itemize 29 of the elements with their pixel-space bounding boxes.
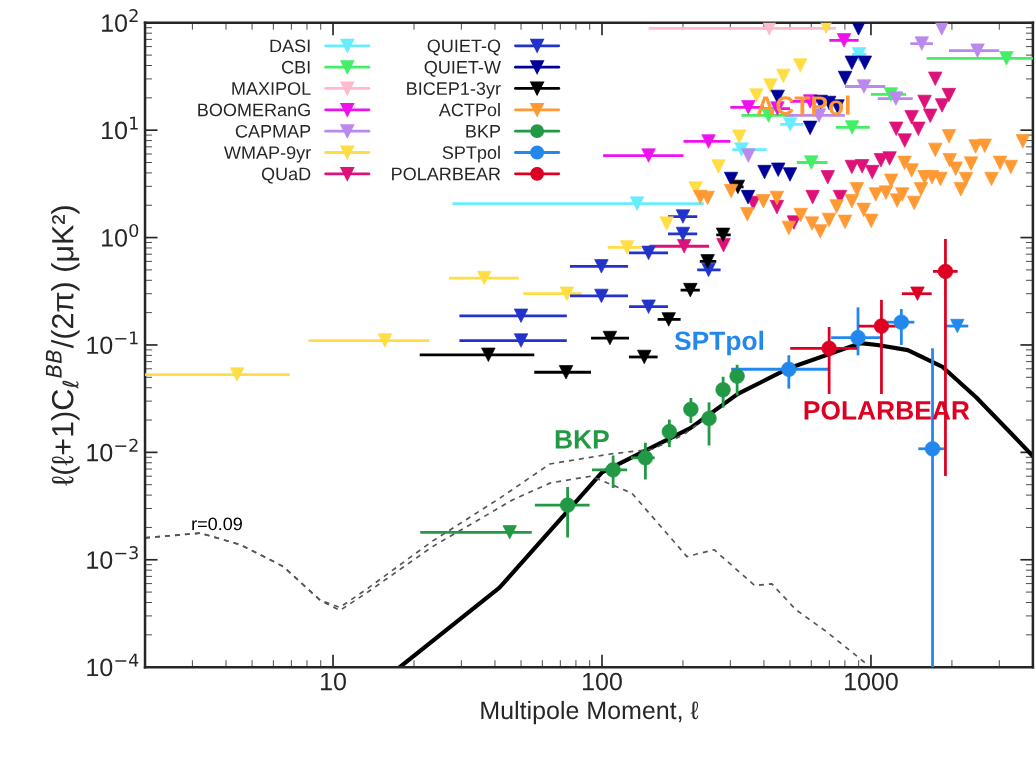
x-tick-label: 100: [583, 672, 622, 691]
legend-label: SPTpol: [442, 145, 500, 163]
legend-label: CBI: [282, 60, 310, 74]
x-tick-label: 10: [321, 672, 346, 691]
y-tick-label: 10$^{−1}$: [87, 331, 138, 355]
x-axis-title: Multipole Moment, ℓ: [481, 700, 699, 725]
legend-label: QUIET-W: [424, 60, 501, 77]
y-tick-label: 10$^{2}$: [102, 9, 138, 32]
annotation: SPTpol: [674, 330, 764, 356]
legend-label: QUaD: [261, 167, 311, 184]
legend-label: BICEP1-3yr: [407, 82, 501, 99]
legend-label: DASI: [270, 39, 310, 53]
y-tick-label: 10$^{−4}$: [87, 653, 139, 677]
legend-label: BOOMERanG: [198, 103, 310, 117]
y-tick-label: 10$^{−3}$: [87, 546, 138, 569]
legend-label: POLARBEAR: [392, 167, 501, 181]
legend-label: WMAP-9yr: [224, 146, 311, 163]
legend-label: ACTPol: [438, 103, 500, 117]
legend-label: CAPMAP: [235, 124, 311, 138]
annotation: BKP: [555, 430, 609, 449]
y-tick-label: 10$^{−2}$: [87, 438, 138, 462]
y-axis-title: ℓ(ℓ+1)C$_{ℓ}$$^{BB}$/(2π) (μK²): [45, 206, 80, 486]
legend-label: QUIET-Q: [427, 39, 501, 56]
annotation: r=0.09: [192, 517, 242, 531]
x-tick-label: 1000: [845, 672, 898, 691]
y-tick-label: 10$^{0}$: [102, 223, 139, 247]
legend-label: BKP: [466, 125, 501, 138]
legend-label: MAXIPOL: [232, 82, 311, 95]
y-tick-label: 10$^{1}$: [102, 116, 138, 140]
